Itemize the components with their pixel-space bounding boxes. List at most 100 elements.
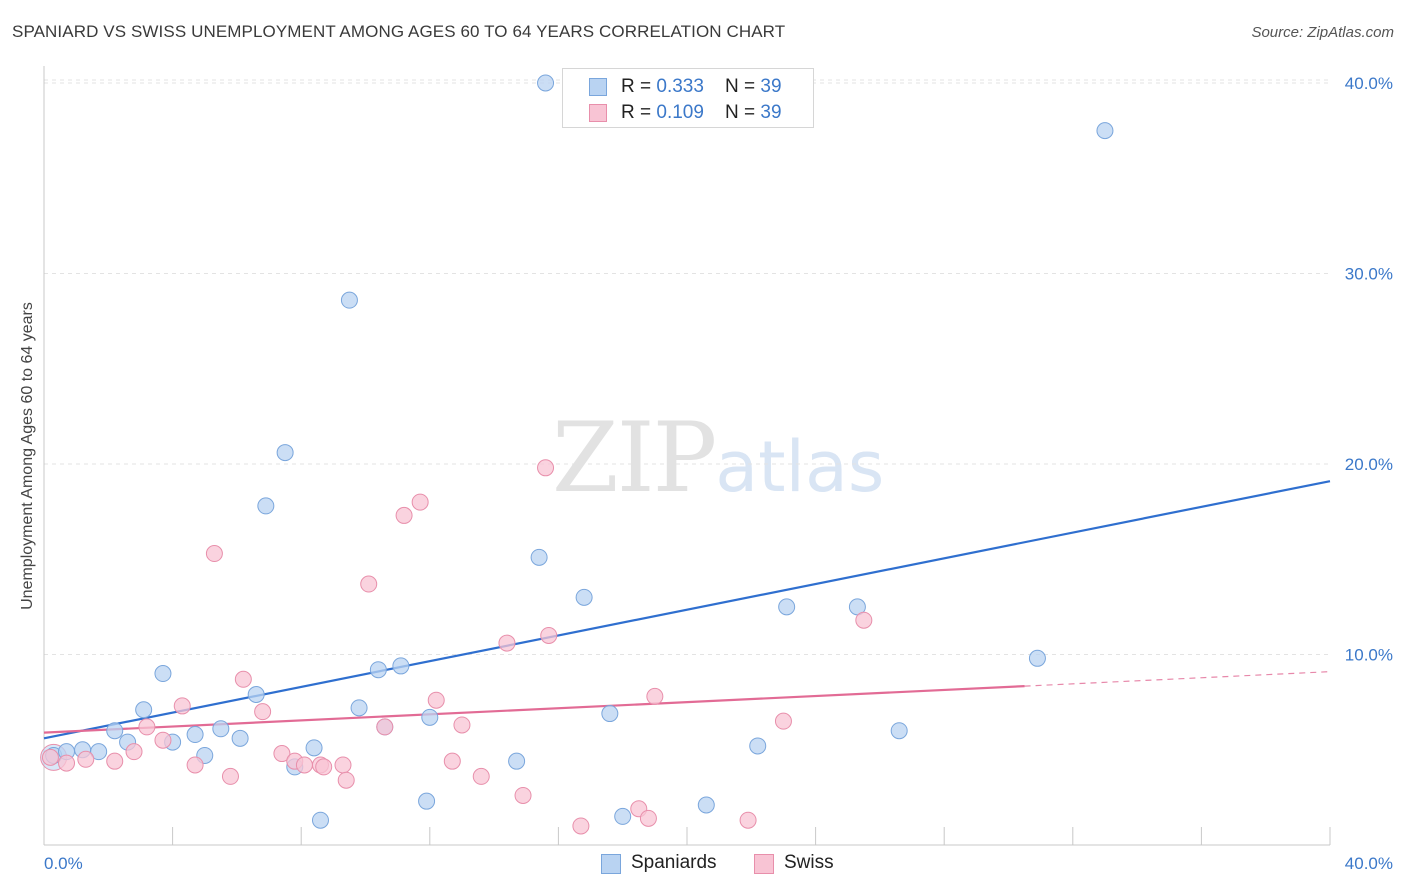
swiss-point — [154, 731, 172, 749]
swiss-trend-line — [43, 685, 1025, 734]
r-label: R = — [621, 102, 657, 123]
spaniards-point — [106, 722, 124, 740]
swiss-point — [254, 703, 272, 721]
swiss-point — [376, 718, 394, 736]
spaniards-point — [276, 444, 294, 462]
spaniards-point — [186, 726, 204, 744]
spaniards-point — [340, 291, 358, 309]
y-tick-label: 40.0% — [1345, 74, 1393, 93]
spaniards-point — [537, 74, 555, 92]
swiss-swatch — [589, 104, 607, 122]
n-label: N = — [725, 76, 761, 97]
watermark-atlas: atlas — [715, 426, 885, 508]
swiss-point — [540, 626, 558, 644]
spaniards-point — [257, 497, 275, 515]
swiss-point — [315, 758, 333, 776]
spaniards-point — [247, 686, 265, 704]
swiss-point — [221, 767, 239, 785]
spaniards-point — [614, 807, 632, 825]
spaniards-point — [778, 598, 796, 616]
swiss-point — [77, 750, 95, 768]
spaniards-point — [311, 811, 329, 829]
swiss-point — [639, 809, 657, 827]
swiss-point — [739, 811, 757, 829]
spaniards-point — [421, 708, 439, 726]
r-label: R = — [621, 76, 657, 97]
spaniards-point — [530, 548, 548, 566]
data-points — [40, 74, 1114, 835]
swiss-point — [41, 748, 59, 766]
spaniards-point — [508, 752, 526, 770]
spaniards-point — [392, 657, 410, 675]
spaniards-point — [135, 701, 153, 719]
swiss-point — [334, 756, 352, 774]
y-axis-label: Unemployment Among Ages 60 to 64 years — [19, 302, 36, 610]
swiss-point — [537, 459, 555, 477]
r-value: 0.109 — [656, 102, 704, 123]
spaniards-swatch — [589, 78, 607, 96]
grid-lines — [44, 79, 1330, 655]
swiss-point — [646, 687, 664, 705]
swiss-point — [138, 718, 156, 736]
spaniards-point — [212, 720, 230, 738]
spaniards-point — [305, 739, 323, 757]
swiss-point — [514, 786, 532, 804]
spaniards-point — [418, 792, 436, 810]
legend-row-text: R = 0.109 N = 39 — [621, 102, 782, 124]
watermark: ZIPatlas — [552, 402, 884, 514]
spaniards-point — [575, 588, 593, 606]
swiss-point — [106, 752, 124, 770]
y-tick-label: 30.0% — [1345, 265, 1393, 284]
swiss-point — [395, 506, 413, 524]
swiss-point — [855, 611, 873, 629]
source-label: Source: ZipAtlas.com — [1251, 24, 1394, 41]
r-value: 0.333 — [656, 76, 704, 97]
swiss-point — [427, 691, 445, 709]
spaniards-legend-label: Spaniards — [631, 852, 717, 873]
spaniards-point — [890, 722, 908, 740]
spaniards-point — [231, 729, 249, 747]
swiss-legend-swatch — [754, 854, 774, 874]
spaniards-point — [154, 665, 172, 683]
spaniards-point — [90, 743, 108, 761]
tick-labels: 10.0% 20.0% 30.0% 40.0% 0.0% 40.0% — [44, 74, 1393, 873]
spaniards-point — [749, 737, 767, 755]
swiss-point — [774, 712, 792, 730]
swiss-point — [472, 767, 490, 785]
swiss-point — [273, 745, 291, 763]
swiss-point — [453, 716, 471, 734]
swiss-trend-extension — [1024, 671, 1331, 687]
y-tick-label: 20.0% — [1345, 455, 1393, 474]
n-label: N = — [725, 102, 761, 123]
spaniards-point — [601, 705, 619, 723]
swiss-point — [173, 697, 191, 715]
spaniards-point — [369, 661, 387, 679]
chart-title: SPANIARD VS SWISS UNEMPLOYMENT AMONG AGE… — [12, 22, 786, 41]
x-tick-label: 0.0% — [44, 854, 83, 873]
x-tick-label: 40.0% — [1345, 854, 1393, 873]
swiss-point — [295, 756, 313, 774]
trend-lines — [43, 480, 1331, 740]
spaniards-point — [1028, 649, 1046, 667]
swiss-point — [58, 754, 76, 772]
swiss-point — [360, 575, 378, 593]
spaniards-point — [1096, 122, 1114, 140]
swiss-point — [186, 756, 204, 774]
swiss-legend-label: Swiss — [784, 852, 834, 873]
swiss-point — [498, 634, 516, 652]
swiss-point — [411, 493, 429, 511]
swiss-point — [234, 670, 252, 688]
spaniards-trend-line — [43, 480, 1331, 740]
spaniards-legend-swatch — [601, 854, 621, 874]
n-value: 39 — [760, 76, 782, 97]
swiss-point — [572, 817, 590, 835]
legend-row-text: R = 0.333 N = 39 — [621, 76, 782, 98]
swiss-point — [337, 771, 355, 789]
axes — [43, 66, 1331, 846]
watermark-zip: ZIP — [552, 402, 717, 514]
spaniards-point — [697, 796, 715, 814]
stats-legend: R = 0.333 N = 39 R = 0.109 N = 39 — [562, 68, 814, 128]
swiss-point — [205, 545, 223, 563]
swiss-point — [125, 743, 143, 761]
